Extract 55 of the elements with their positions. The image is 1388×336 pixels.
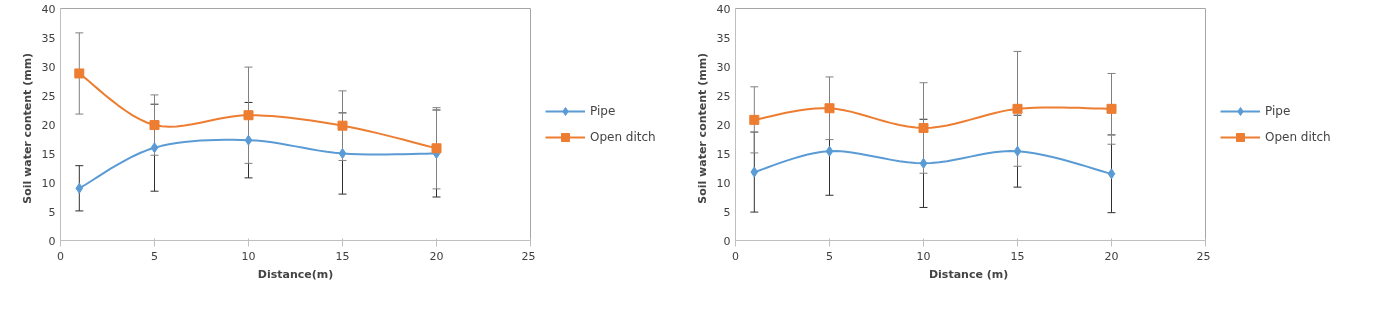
point (919, 157, 928, 169)
point (75, 182, 84, 194)
x-tick-label: 10 (916, 249, 931, 263)
y-tick-label: 30 (41, 60, 56, 74)
legend-label: Pipe (1265, 104, 1291, 118)
y-tick-label: 20 (41, 118, 56, 132)
x-tick-label: 15 (335, 249, 350, 263)
y-tick-label: 0 (48, 234, 56, 248)
point (1107, 168, 1116, 180)
y-tick-label: 40 (41, 2, 56, 16)
y-tick-label: 15 (716, 147, 731, 161)
y-tick-label: 5 (723, 205, 731, 219)
point (824, 103, 835, 114)
legend-label: Open ditch (590, 130, 656, 144)
y-tick-label: 35 (41, 31, 56, 45)
x-tick-label: 10 (241, 249, 256, 263)
point (244, 134, 253, 146)
point (1106, 103, 1117, 114)
y-tick-label: 15 (41, 147, 56, 161)
x-tick-label: 25 (521, 249, 536, 263)
point (74, 68, 85, 79)
point (149, 120, 160, 131)
y-tick-label: 40 (716, 2, 731, 16)
y-tick-label: 10 (716, 176, 731, 190)
y-axis-title: Soil water content (mm) (695, 52, 709, 204)
point (1013, 145, 1022, 157)
point (750, 166, 759, 178)
x-tick-label: 25 (1196, 249, 1211, 263)
x-tick-label: 5 (826, 249, 833, 263)
y-tick-label: 30 (716, 60, 731, 74)
y-tick-label: 0 (723, 234, 731, 248)
point (918, 122, 929, 133)
x-axis-title: Distance(m) (257, 267, 334, 281)
legend-label: Pipe (590, 104, 616, 118)
point (431, 143, 442, 154)
y-tick-label: 35 (716, 31, 731, 45)
point (825, 145, 834, 157)
y-tick-label: 5 (48, 205, 56, 219)
x-tick-label: 5 (151, 249, 158, 263)
point (338, 148, 347, 159)
y-tick-label: 20 (716, 118, 731, 132)
point (1012, 103, 1023, 114)
x-tick-label: 20 (429, 249, 444, 263)
y-tick-label: 25 (41, 89, 56, 103)
y-tick-label: 25 (716, 89, 731, 103)
point (243, 110, 254, 121)
x-tick-label: 20 (1104, 249, 1119, 263)
y-axis-title: Soil water content (mm) (20, 52, 34, 204)
point (749, 114, 760, 125)
x-axis-title: Distance (m) (928, 267, 1009, 281)
point (150, 142, 159, 154)
point (337, 120, 348, 131)
legend-label: Open ditch (1265, 130, 1331, 144)
x-tick-label: 15 (1010, 249, 1025, 263)
y-tick-label: 10 (41, 176, 56, 190)
